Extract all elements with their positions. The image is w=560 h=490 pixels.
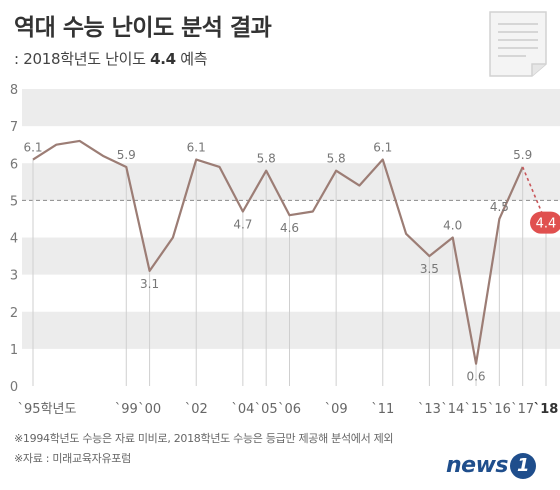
data-label: 4.7 bbox=[233, 218, 252, 232]
data-label: 3.1 bbox=[140, 277, 159, 291]
data-label: 3.5 bbox=[420, 262, 439, 276]
grid-band bbox=[22, 237, 560, 275]
subtitle-suffix: 예측 bbox=[175, 50, 208, 68]
x-tick-label: `00 bbox=[138, 402, 161, 417]
y-tick-label: 2 bbox=[10, 306, 18, 321]
grid-band bbox=[22, 89, 560, 127]
x-tick-label: `05 bbox=[255, 402, 278, 417]
data-label: 5.8 bbox=[327, 152, 346, 166]
y-tick-label: 6 bbox=[10, 157, 18, 172]
x-tick-label: `99 bbox=[115, 402, 138, 417]
data-label: 6.1 bbox=[187, 141, 206, 155]
y-tick-label: 7 bbox=[10, 120, 18, 135]
data-label: 5.8 bbox=[257, 152, 276, 166]
data-label: 5.9 bbox=[513, 148, 532, 162]
subtitle: : 2018학년도 난이도 4.4 예측 bbox=[14, 48, 208, 69]
data-label: 6.1 bbox=[373, 141, 392, 155]
x-tick-label: `15 bbox=[465, 402, 488, 417]
logo-badge: 1 bbox=[510, 453, 537, 479]
x-tick-label: `18 bbox=[534, 402, 559, 417]
data-label: 5.9 bbox=[117, 148, 136, 162]
document-icon bbox=[489, 11, 547, 77]
page-title: 역대 수능 난이도 분석 결과 bbox=[14, 15, 272, 41]
y-tick-label: 0 bbox=[10, 380, 18, 395]
x-tick-label: `04 bbox=[231, 402, 254, 417]
x-tick-label: `09 bbox=[325, 402, 348, 417]
x-tick-label: `02 bbox=[185, 402, 208, 417]
series-line bbox=[32, 139, 524, 365]
x-tick-label: `17 bbox=[511, 402, 534, 417]
data-label: 4.5 bbox=[490, 200, 509, 214]
data-label: 0.6 bbox=[466, 370, 485, 384]
x-tick-label: `95학년도 bbox=[18, 402, 77, 417]
y-tick-label: 5 bbox=[10, 194, 18, 209]
y-tick-label: 1 bbox=[10, 343, 18, 358]
data-label: 4.4 bbox=[536, 217, 557, 232]
data-label: 4.0 bbox=[443, 219, 462, 233]
predicted-marker bbox=[530, 211, 560, 234]
data-label: 4.6 bbox=[280, 221, 299, 235]
logo-text: news bbox=[446, 453, 509, 478]
subtitle-prefix: : 2018학년도 난이도 bbox=[14, 50, 151, 68]
y-tick-label: 3 bbox=[10, 269, 18, 284]
x-tick-label: `06 bbox=[278, 402, 301, 417]
x-tick-label: `13 bbox=[418, 402, 441, 417]
news1-logo: news 1 bbox=[446, 453, 537, 479]
x-tick-label: `14 bbox=[441, 402, 464, 417]
subtitle-value: 4.4 bbox=[150, 50, 176, 68]
y-tick-label: 8 bbox=[10, 83, 18, 98]
footnote-source: ※자료 : 미래교육자유포럼 bbox=[14, 452, 131, 465]
y-tick-label: 4 bbox=[10, 232, 18, 247]
x-tick-label: `11 bbox=[371, 402, 394, 417]
data-label: 6.1 bbox=[23, 141, 42, 155]
x-tick-label: `16 bbox=[488, 402, 511, 417]
footnote-exclusion: ※1994학년도 수능은 자료 미비로, 2018학년도 수능은 등급만 제공해… bbox=[14, 432, 394, 445]
grid-band bbox=[22, 163, 560, 201]
difficulty-line-chart: 0 1 2 3 4 5 6 7 8 6.1 5.9 3.1 6.1 4.7 5.8 4.6 5.8 6.1 3.5 4… bbox=[10, 83, 560, 417]
